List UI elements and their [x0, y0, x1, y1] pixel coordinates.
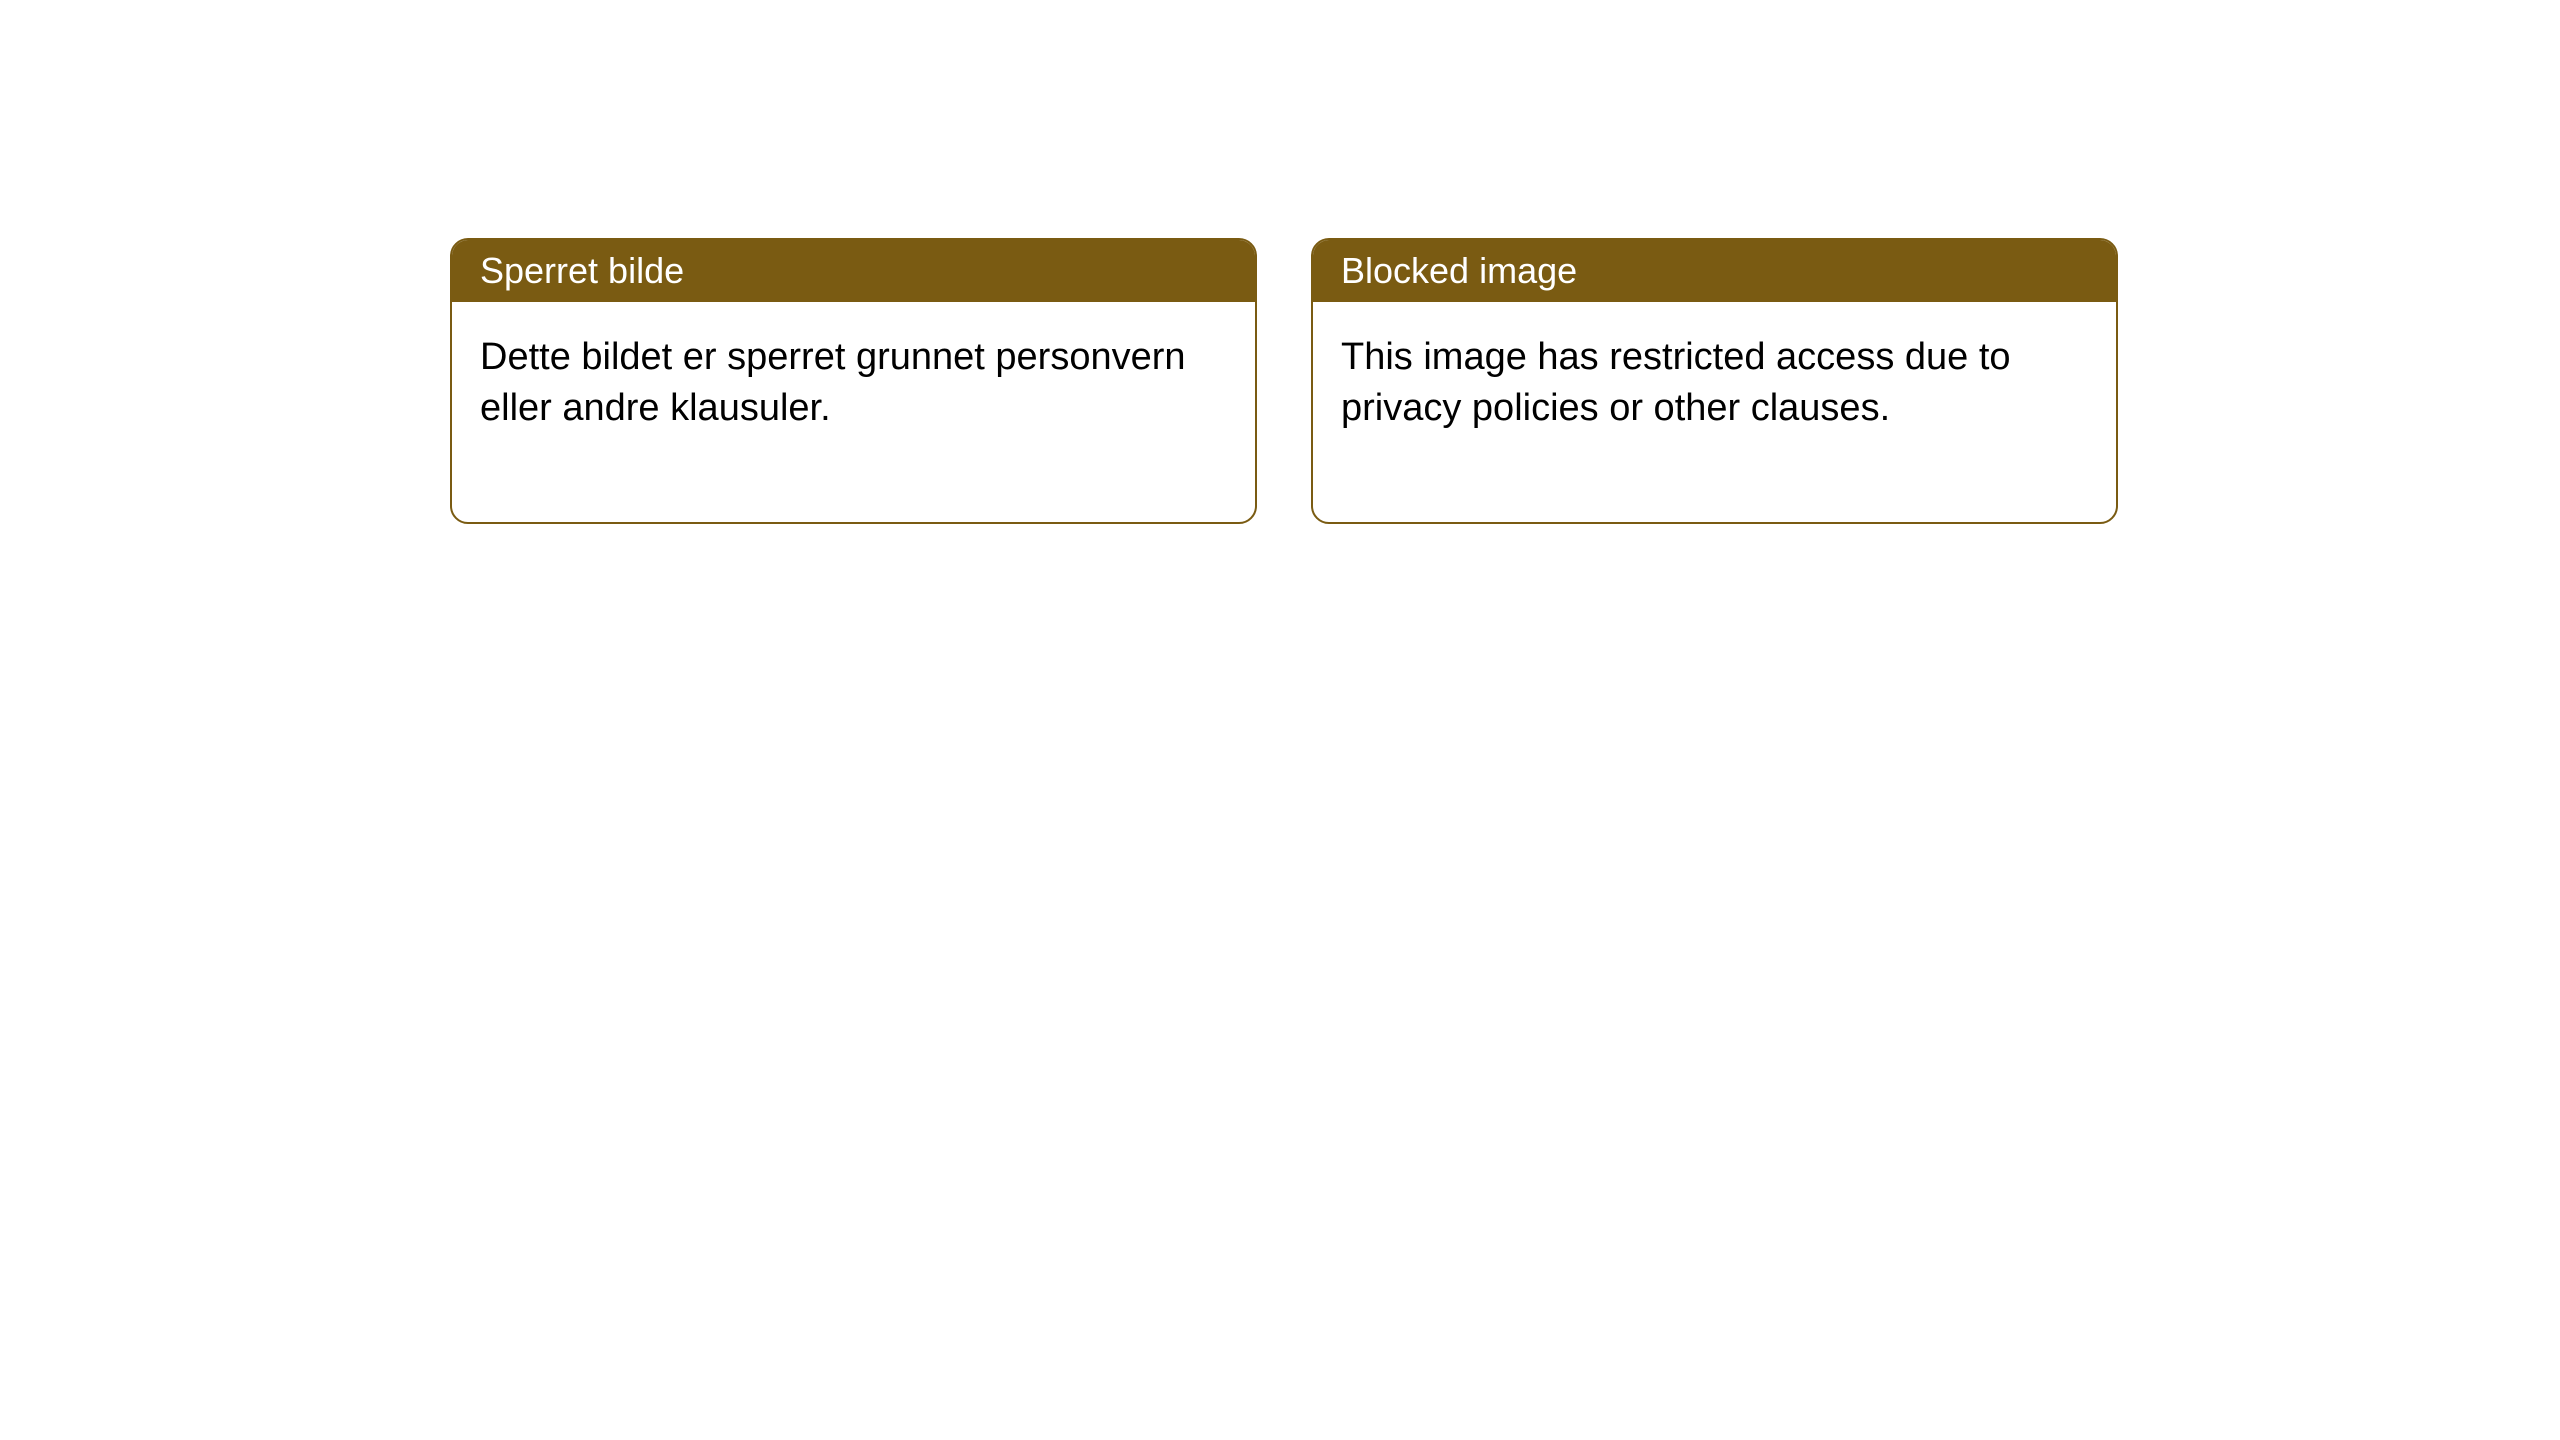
panel-title: Sperret bilde — [480, 250, 684, 291]
panel-header: Sperret bilde — [452, 240, 1255, 302]
panels-container: Sperret bilde Dette bildet er sperret gr… — [450, 238, 2118, 524]
panel-body-text: Dette bildet er sperret grunnet personve… — [480, 336, 1186, 429]
panel-body: Dette bildet er sperret grunnet personve… — [452, 302, 1255, 522]
panel-english: Blocked image This image has restricted … — [1311, 238, 2118, 524]
panel-title: Blocked image — [1341, 250, 1577, 291]
panel-body-text: This image has restricted access due to … — [1341, 336, 2011, 429]
panel-norwegian: Sperret bilde Dette bildet er sperret gr… — [450, 238, 1257, 524]
panel-body: This image has restricted access due to … — [1313, 302, 2116, 522]
panel-header: Blocked image — [1313, 240, 2116, 302]
